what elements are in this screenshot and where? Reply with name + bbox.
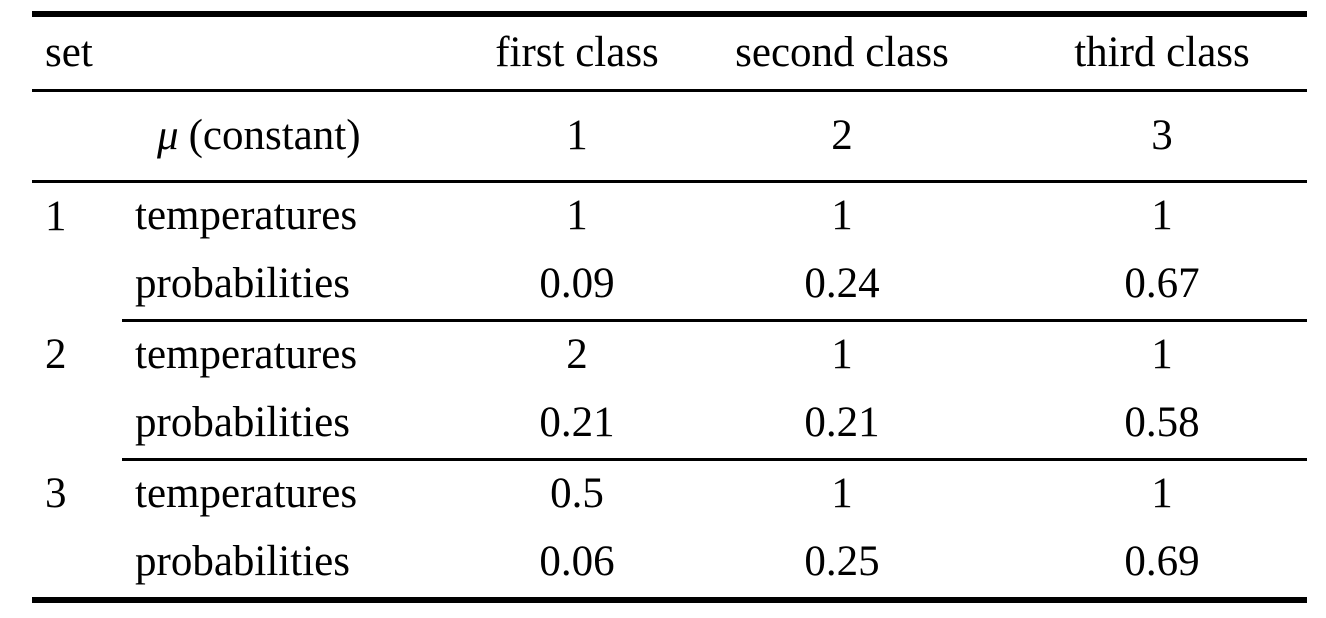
header-second-class: second class — [702, 17, 982, 92]
mu-value-first: 1 — [452, 90, 702, 183]
mu-value-second: 2 — [702, 90, 982, 183]
set3-probabilities-row: probabilities 0.06 0.25 0.69 — [32, 527, 1307, 597]
set3-prob-second: 0.25 — [804, 538, 880, 586]
mu-row-label-cell: μ (constant) — [122, 90, 452, 183]
set3-temperatures-label: temperatures — [135, 470, 358, 518]
header-first-class: first class — [452, 17, 702, 92]
mu-symbol: μ — [157, 112, 179, 160]
set2-temperatures-label: temperatures — [135, 331, 358, 379]
mu-label: μ (constant) — [157, 112, 361, 159]
set2-probabilities-label: probabilities — [122, 388, 452, 461]
header-empty — [122, 17, 452, 92]
set3-temperatures-row: 3 temperatures 0.5 1 1 — [32, 460, 1307, 528]
set1-id: 1 — [45, 193, 67, 240]
set1-prob-second: 0.24 — [702, 249, 982, 322]
mu-constant-row: μ (constant) 1 2 3 — [32, 90, 1307, 183]
set2-temp-second: 1 — [831, 331, 853, 379]
set1-prob-first: 0.09 — [452, 249, 702, 322]
set3-prob-first: 0.06 — [539, 538, 615, 586]
set1-temperatures-row: 1 temperatures 1 1 1 — [32, 182, 1307, 250]
mu-value-third: 3 — [982, 90, 1307, 183]
set2-prob-first: 0.21 — [452, 388, 702, 461]
header-set: set — [32, 17, 122, 92]
set1-prob-third: 0.67 — [982, 249, 1307, 322]
set3-temp-third: 1 — [1151, 470, 1173, 518]
set1-temp-first: 1 — [566, 192, 588, 240]
set2-id: 2 — [45, 330, 67, 378]
set2-temp-first: 2 — [566, 331, 588, 379]
set1-temp-third: 1 — [1151, 192, 1173, 240]
parameter-sets-table: set first class second class third class… — [32, 11, 1307, 603]
table-header-row: set first class second class third class — [32, 17, 1307, 92]
header-third-class: third class — [982, 17, 1307, 92]
set2-prob-second: 0.21 — [702, 388, 982, 461]
mu-row-set-cell — [32, 90, 122, 183]
parameter-sets-table-grid: set first class second class third class… — [32, 17, 1307, 597]
set3-temp-first: 0.5 — [550, 470, 604, 518]
set2-prob-third: 0.58 — [982, 388, 1307, 461]
set1-probabilities-row: probabilities 0.09 0.24 0.67 — [32, 249, 1307, 322]
set3-probabilities-label: probabilities — [135, 538, 350, 586]
set1-temperatures-label: temperatures — [135, 192, 358, 240]
mu-label-text: (constant) — [188, 112, 361, 160]
set1-temp-second: 1 — [831, 192, 853, 240]
set3-temp-second: 1 — [831, 470, 853, 518]
set1-probabilities-label: probabilities — [122, 249, 452, 322]
set3-id: 3 — [45, 469, 67, 517]
set2-probabilities-row: probabilities 0.21 0.21 0.58 — [32, 388, 1307, 461]
set2-temperatures-row: 2 temperatures 2 1 1 — [32, 321, 1307, 389]
set2-temp-third: 1 — [1151, 331, 1173, 379]
set3-prob-third: 0.69 — [1124, 538, 1200, 586]
